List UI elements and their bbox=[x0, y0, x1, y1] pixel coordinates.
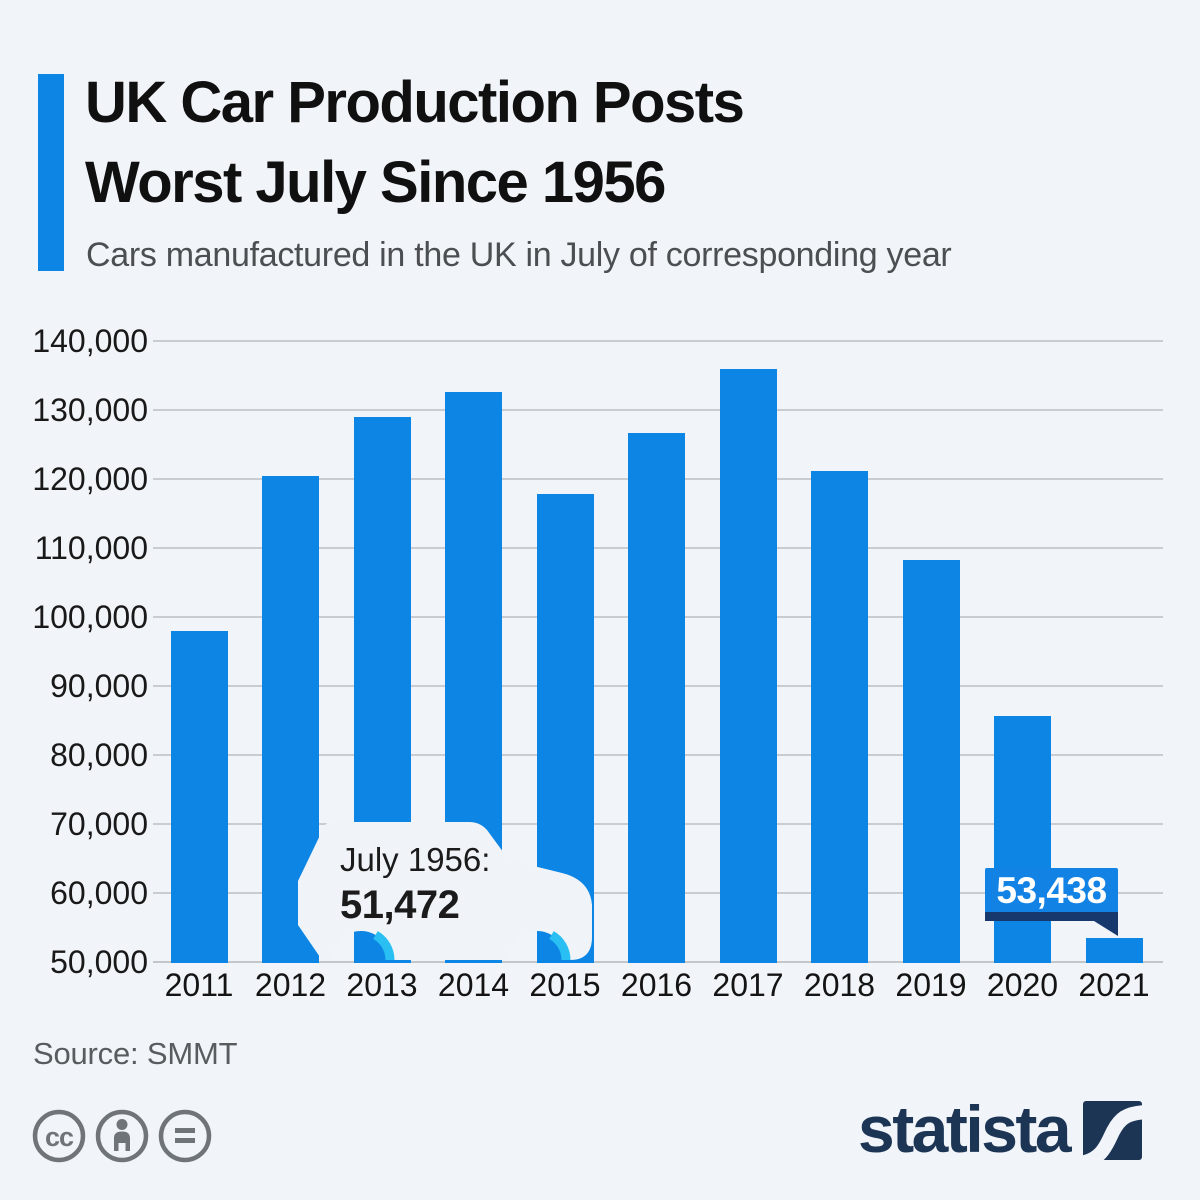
svg-text:cc: cc bbox=[45, 1122, 74, 1152]
y-tick-label: 100,000 bbox=[32, 599, 148, 635]
car-callout-text: July 1956: 51,472 bbox=[340, 839, 490, 929]
title-line-2: Worst July Since 1956 bbox=[85, 150, 666, 215]
gridline bbox=[153, 340, 1163, 342]
cc-nd-icon[interactable] bbox=[158, 1109, 212, 1163]
y-tick-label: 90,000 bbox=[50, 668, 148, 704]
y-tick-label: 50,000 bbox=[50, 944, 148, 980]
title-accent-bar bbox=[38, 74, 64, 271]
bar-2011 bbox=[170, 630, 228, 964]
cc-by-icon[interactable] bbox=[95, 1109, 149, 1163]
bar-2018 bbox=[811, 471, 868, 964]
y-tick-label: 60,000 bbox=[50, 875, 148, 911]
x-tick-label-2017: 2017 bbox=[712, 967, 784, 1003]
statista-logo[interactable]: statista bbox=[858, 1092, 1143, 1166]
value-flag-pointer bbox=[985, 912, 1118, 936]
y-tick-label: 130,000 bbox=[32, 392, 148, 428]
car-body bbox=[298, 822, 592, 960]
bar-2019 bbox=[902, 559, 960, 964]
y-tick-label: 70,000 bbox=[50, 806, 148, 842]
x-tick-label-2014: 2014 bbox=[437, 967, 510, 1003]
front-wheel-accent bbox=[548, 931, 571, 961]
y-tick-label: 140,000 bbox=[32, 323, 148, 359]
x-tick-label-2019: 2019 bbox=[895, 967, 967, 1003]
x-tick-label-2015: 2015 bbox=[529, 967, 601, 1003]
y-tick-label: 110,000 bbox=[34, 530, 148, 566]
bar-2016 bbox=[628, 433, 685, 964]
x-tick-label-2018: 2018 bbox=[803, 967, 876, 1003]
y-tick-label: 80,000 bbox=[50, 737, 148, 773]
x-tick-label-2012: 2012 bbox=[254, 967, 327, 1003]
car-callout-value: 51,472 bbox=[340, 883, 460, 927]
cc-license-icons[interactable]: cc bbox=[30, 1107, 220, 1165]
page-title: UK Car Production Posts Worst July Since… bbox=[85, 63, 745, 223]
value-flag-2021: 53,438 bbox=[985, 868, 1118, 936]
gridline bbox=[153, 409, 1163, 411]
x-tick-label-2013: 2013 bbox=[346, 967, 418, 1003]
rear-wheel-accent bbox=[372, 931, 395, 961]
title-line-1: UK Car Production Posts bbox=[85, 70, 745, 135]
chart-subtitle: Cars manufactured in the UK in July of c… bbox=[86, 236, 952, 274]
statista-logo-text: statista bbox=[858, 1092, 1072, 1166]
x-tick-label-2020: 2020 bbox=[986, 967, 1059, 1003]
x-tick-label-2011: 2011 bbox=[164, 967, 234, 1003]
source-label: Source: SMMT bbox=[33, 1036, 238, 1071]
value-flag-label: 53,438 bbox=[985, 868, 1118, 913]
bar-2017 bbox=[719, 368, 777, 964]
x-tick-label-2016: 2016 bbox=[620, 967, 693, 1003]
car-callout: July 1956: 51,472 bbox=[296, 817, 598, 963]
car-callout-label: July 1956: bbox=[340, 841, 491, 878]
x-tick-label-2021: 2021 bbox=[1078, 967, 1150, 1003]
statista-logo-mark bbox=[1083, 1101, 1143, 1160]
y-tick-label: 120,000 bbox=[32, 461, 148, 497]
car-silhouette bbox=[298, 822, 592, 961]
bar-2021 bbox=[1085, 938, 1143, 964]
bar-2020 bbox=[994, 716, 1051, 964]
cc-icon[interactable]: cc bbox=[32, 1109, 86, 1163]
